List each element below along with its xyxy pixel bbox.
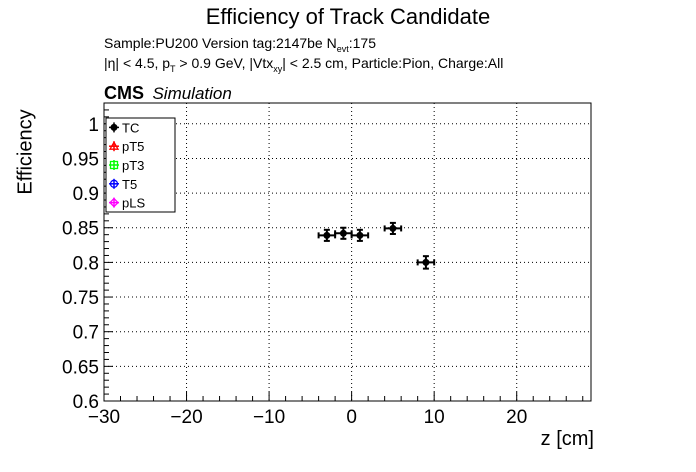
chart-title: Efficiency of Track Candidate [205, 4, 491, 29]
x-tick-label: 10 [424, 407, 445, 428]
legend-entry-pls: pLS [109, 196, 145, 211]
marker [356, 231, 364, 239]
y-tick-label: 0.65 [62, 357, 99, 378]
info-line-2: |η| < 4.5, pT > 0.9 GeV, |Vtxxy| < 2.5 c… [104, 55, 503, 74]
legend-label: pT5 [122, 139, 144, 154]
data-point [416, 255, 436, 270]
y-tick-label: 0.6 [73, 392, 99, 413]
y-tick-label: 0.75 [62, 288, 99, 309]
info-line-1-tail: :175 [348, 35, 376, 51]
legend-label: T5 [122, 177, 137, 192]
data-point [350, 228, 370, 242]
x-tick-label: 20 [506, 407, 527, 428]
y-tick-label: 1 [88, 115, 99, 136]
y-tick-label: 0.95 [62, 149, 99, 170]
legend-label: pLS [122, 196, 145, 211]
legend-entry-tc: TC [109, 120, 139, 135]
x-tick-label: −20 [170, 407, 202, 428]
info-line-2-sub-xy: xy [273, 64, 283, 74]
legend-entry-pt5: pT5 [108, 139, 144, 154]
info-line-2-mid: > 0.9 GeV, |Vtx [175, 55, 274, 71]
data-point [334, 226, 353, 240]
x-axis-label: z [cm] [540, 428, 594, 450]
legend-marker [109, 160, 119, 170]
legend-entry-t5: T5 [109, 177, 137, 192]
y-tick-label: 0.7 [73, 323, 99, 344]
x-tick-label: 0 [346, 407, 357, 428]
y-tick-label: 0.85 [62, 219, 99, 240]
y-tick-label: 0.8 [73, 253, 99, 274]
cms-simulation-label: CMS Simulation [104, 83, 232, 104]
marker [389, 224, 397, 232]
marker [339, 229, 347, 237]
marker [323, 231, 331, 239]
legend-label: pT3 [122, 158, 144, 173]
x-tick-label: −10 [253, 407, 285, 428]
info-line-1-text: Sample:PU200 Version tag:2147be N [104, 35, 337, 51]
legend-marker [110, 123, 118, 131]
info-line-1: Sample:PU200 Version tag:2147be Nevt:175 [104, 35, 376, 54]
info-line-2-tail: | < 2.5 cm, Particle:Pion, Charge:All [282, 55, 504, 71]
legend-marker [109, 179, 119, 188]
plot-frame [103, 102, 592, 402]
info-line-2-text: |η| < 4.5, p [104, 55, 171, 71]
data-point [317, 228, 337, 242]
info-line-1-sub: evt [336, 44, 349, 54]
data-point [383, 221, 403, 235]
legend-entry-pt3: pT3 [109, 158, 144, 173]
simulation-label: Simulation [152, 84, 232, 103]
legend-marker [109, 197, 119, 208]
legend-label: TC [122, 120, 139, 135]
legend-marker [108, 140, 120, 150]
info-line-2-sub-pt: T [170, 64, 176, 74]
cms-label: CMS [104, 83, 144, 103]
x-tick-label: −30 [88, 407, 120, 428]
y-tick-label: 0.9 [73, 184, 99, 205]
marker [422, 258, 430, 266]
